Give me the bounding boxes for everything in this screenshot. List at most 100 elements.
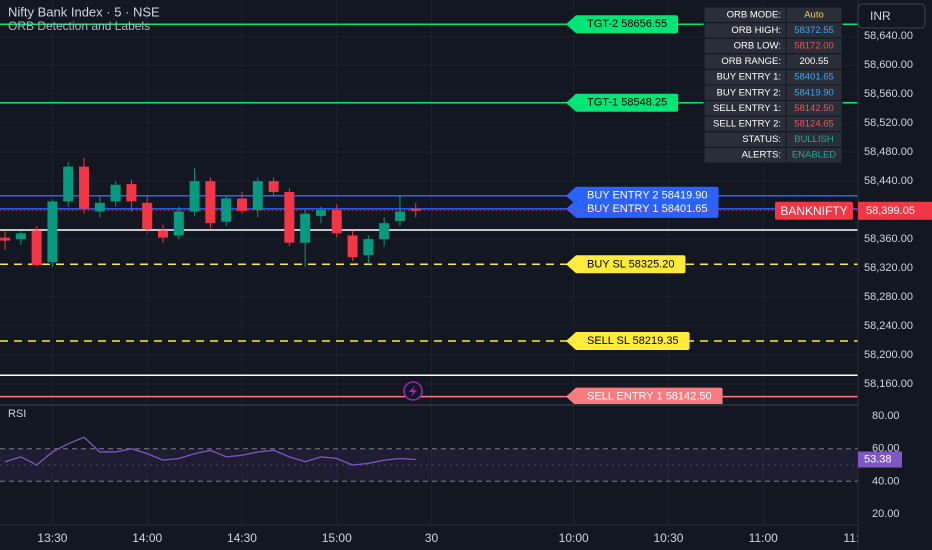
level-tag-text: BUY ENTRY 2 58419.90 [587,190,708,202]
candle-body [284,191,295,243]
table-value: 58142.50 [794,103,834,114]
level-name: BUY SL [587,258,626,270]
level-tag-text: BUY ENTRY 1 58401.65 [587,203,708,215]
candle-body [15,233,26,240]
level-name: BUY ENTRY 2 [587,190,659,202]
candle-body [331,210,342,234]
candle-body [252,181,263,211]
table-cell [785,146,843,164]
rsi-tick-label: 20.00 [872,508,900,520]
candle-body [347,235,358,258]
level-tag-text: TGT-2 58656.55 [587,18,667,30]
level-value: 58325.20 [629,258,675,270]
table-value: ENABLED [792,150,836,161]
x-tick-label: 14:00 [132,531,162,545]
candle-body [126,184,137,202]
plot-area: TGT-2 58656.55 TGT-1 58548.25 BUY ENTRY 2 … [0,15,858,406]
x-tick-label: 14:30 [227,531,257,545]
level-tag-text: BUY SL 58325.20 [587,258,674,270]
table-value: 200.55 [799,56,828,67]
alert-icon[interactable] [403,381,423,401]
currency[interactable]: INR [870,9,891,23]
level-tag-text: SELL SL 58219.35 [587,335,679,347]
candle-body [379,223,390,240]
candle-body [268,181,279,192]
table-label: SELL ENTRY 1: [713,103,781,114]
level-tag-box [566,93,679,112]
candle-body [394,211,405,221]
level-tag-box [566,255,686,274]
table-value: 58419.90 [794,87,834,98]
level-value: 58656.55 [621,18,667,30]
level-tag-box [566,199,719,218]
x-tick-label: 30 [425,531,439,545]
symbol-label: BANKNIFTY [780,204,847,218]
x-tick-label: 10:30 [653,531,683,545]
last-price-box [858,201,932,220]
level-name: SELL ENTRY 1 [587,391,663,403]
candle-body [63,166,74,202]
currency-box[interactable] [857,3,926,29]
level-tag-box [566,15,679,34]
rsi-pane: RSI [0,408,858,482]
table-value: BULLISH [794,134,834,145]
y-tick-label: 58,200.00 [864,349,913,361]
x-tick-label: 15:00 [322,531,352,545]
level-value: 58401.65 [662,203,708,215]
rsi-title: RSI [8,408,26,420]
table-label: STATUS: [742,134,781,145]
y-tick-label: 58,360.00 [864,233,913,245]
symbol-box [775,201,853,220]
y-tick-label: 58,480.00 [864,146,913,158]
candle-body [173,211,184,236]
y-tick-label: 58,280.00 [864,291,913,303]
table-label: SELL ENTRY 2: [713,119,781,130]
level-name: TGT-1 [587,97,618,109]
x-tick-label: 11:00 [749,531,778,545]
level-name: BUY ENTRY 1 [587,203,659,215]
candle-body [300,213,311,243]
level-tag: SELL SL 58219.35 [566,331,690,350]
level-value: 58548.25 [621,97,667,109]
level-name: SELL SL [587,335,630,347]
candle-body [142,202,153,229]
y-tick-label: 58,520.00 [864,117,913,129]
table-label: ORB LOW: [734,41,781,52]
y-tick-label: 58,560.00 [864,88,913,100]
candle-body [47,201,58,263]
x-tick-label: 10:00 [559,531,589,545]
y-tick-label: 58,160.00 [864,378,913,390]
level-name: TGT-2 [587,18,618,30]
rsi-band [0,448,858,482]
last-price-label: 58,399.05 [866,205,915,217]
chart-title: Nifty Bank Index · 5 · NSE [8,5,160,20]
candle-body [205,181,216,224]
table-label: ALERTS: [742,150,781,161]
rsi-tick-label: 40.00 [872,475,900,487]
table-label: ORB MODE: [727,9,781,20]
x-tick-label: 13:30 [37,531,67,545]
candle-body [363,239,374,256]
candle-body [94,202,105,212]
y-tick-label: 58,600.00 [864,59,913,71]
candle-body [31,230,42,266]
table-label: BUY ENTRY 2: [717,87,781,98]
level-tag-box [566,387,723,406]
alert-icon-bolt[interactable] [409,385,417,397]
y-tick-label: 58,640.00 [864,30,913,42]
table-value: 58401.65 [794,72,834,83]
table-value: 58372.55 [794,25,834,36]
price-axis-labels: 58,160.00 58,200.00 58,240.00 58,280.00 58,3… [858,30,932,520]
candle-body [315,210,326,216]
level-tag: BUY SL 58325.20 [566,255,686,274]
orb-table: ORB MODE: Auto ORB HIGH: 58372.55 ORB LOW: 58… [703,6,843,164]
rsi-line [4,436,416,466]
rsi-tick-label: 80.00 [872,410,900,422]
candle-body [410,208,421,211]
candle-body [110,184,121,202]
candle-body [0,237,11,241]
rsi-value-box [858,451,902,468]
candle-body [236,198,247,211]
